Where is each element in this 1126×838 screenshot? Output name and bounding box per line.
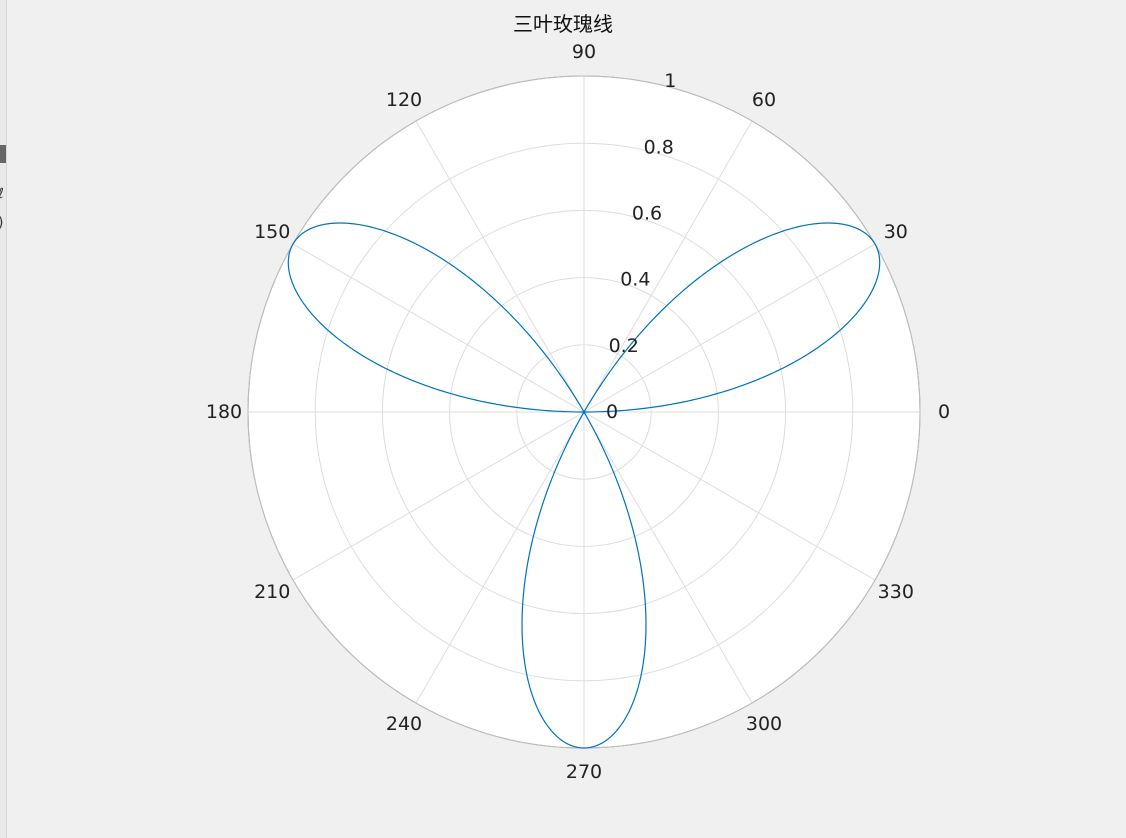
chart-title: 三叶玫瑰线: [513, 12, 613, 36]
left-edge-glyph: ): [0, 215, 3, 231]
angular-tick-label: 150: [254, 221, 290, 243]
angular-grid-line: [415, 411, 585, 704]
series-line: [287, 222, 881, 749]
angular-tick-label: 60: [752, 89, 776, 111]
angular-tick-label: 0: [938, 401, 950, 423]
angular-grid-line: [292, 411, 585, 581]
angular-tick-label: 210: [254, 581, 290, 603]
angular-tick-label: 180: [206, 401, 242, 423]
angular-tick-label: 90: [572, 41, 596, 63]
angular-grid-line: [583, 120, 753, 413]
angular-tick-label: 300: [746, 713, 782, 735]
left-edge-glyph: ℓ: [0, 186, 4, 202]
radial-tick-label: 0.4: [620, 269, 650, 291]
angular-tick-label: 270: [566, 761, 602, 783]
angular-grid-line: [292, 243, 585, 413]
angular-tick-label: 330: [878, 581, 914, 603]
angular-tick-label: 30: [884, 221, 908, 243]
radial-tick-label: 0: [606, 401, 618, 423]
left-window-edge: [0, 0, 7, 838]
angular-grid-line: [583, 243, 876, 413]
angular-tick-label: 240: [386, 713, 422, 735]
angular-grid-line: [583, 411, 876, 581]
angular-grid-line: [583, 411, 753, 704]
left-edge-mark: [0, 145, 6, 163]
angular-tick-label: 120: [386, 89, 422, 111]
radial-tick-label: 0.8: [644, 136, 674, 158]
angular-grid-line: [415, 120, 585, 413]
radial-tick-label: 0.2: [609, 335, 639, 357]
radial-tick-label: 1: [664, 70, 676, 92]
radial-tick-label: 0.6: [632, 203, 662, 225]
